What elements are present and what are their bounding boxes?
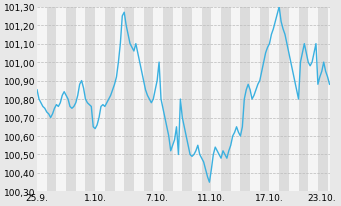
Bar [328,8,329,192]
Bar [37,8,47,192]
Bar [211,8,221,192]
Bar [182,8,192,192]
Bar [115,8,124,192]
Bar [202,8,211,192]
Bar [192,8,202,192]
Bar [86,8,95,192]
Bar [124,8,134,192]
Bar [240,8,250,192]
Bar [289,8,298,192]
Bar [163,8,173,192]
Bar [221,8,231,192]
Bar [173,8,182,192]
Bar [269,8,279,192]
Bar [144,8,153,192]
Bar [56,8,66,192]
Bar [279,8,289,192]
Bar [308,8,318,192]
Bar [298,8,308,192]
Bar [153,8,163,192]
Bar [105,8,115,192]
Bar [47,8,56,192]
Bar [66,8,76,192]
Bar [134,8,144,192]
Bar [95,8,105,192]
Bar [250,8,260,192]
Bar [76,8,86,192]
Bar [260,8,269,192]
Bar [231,8,240,192]
Bar [318,8,328,192]
